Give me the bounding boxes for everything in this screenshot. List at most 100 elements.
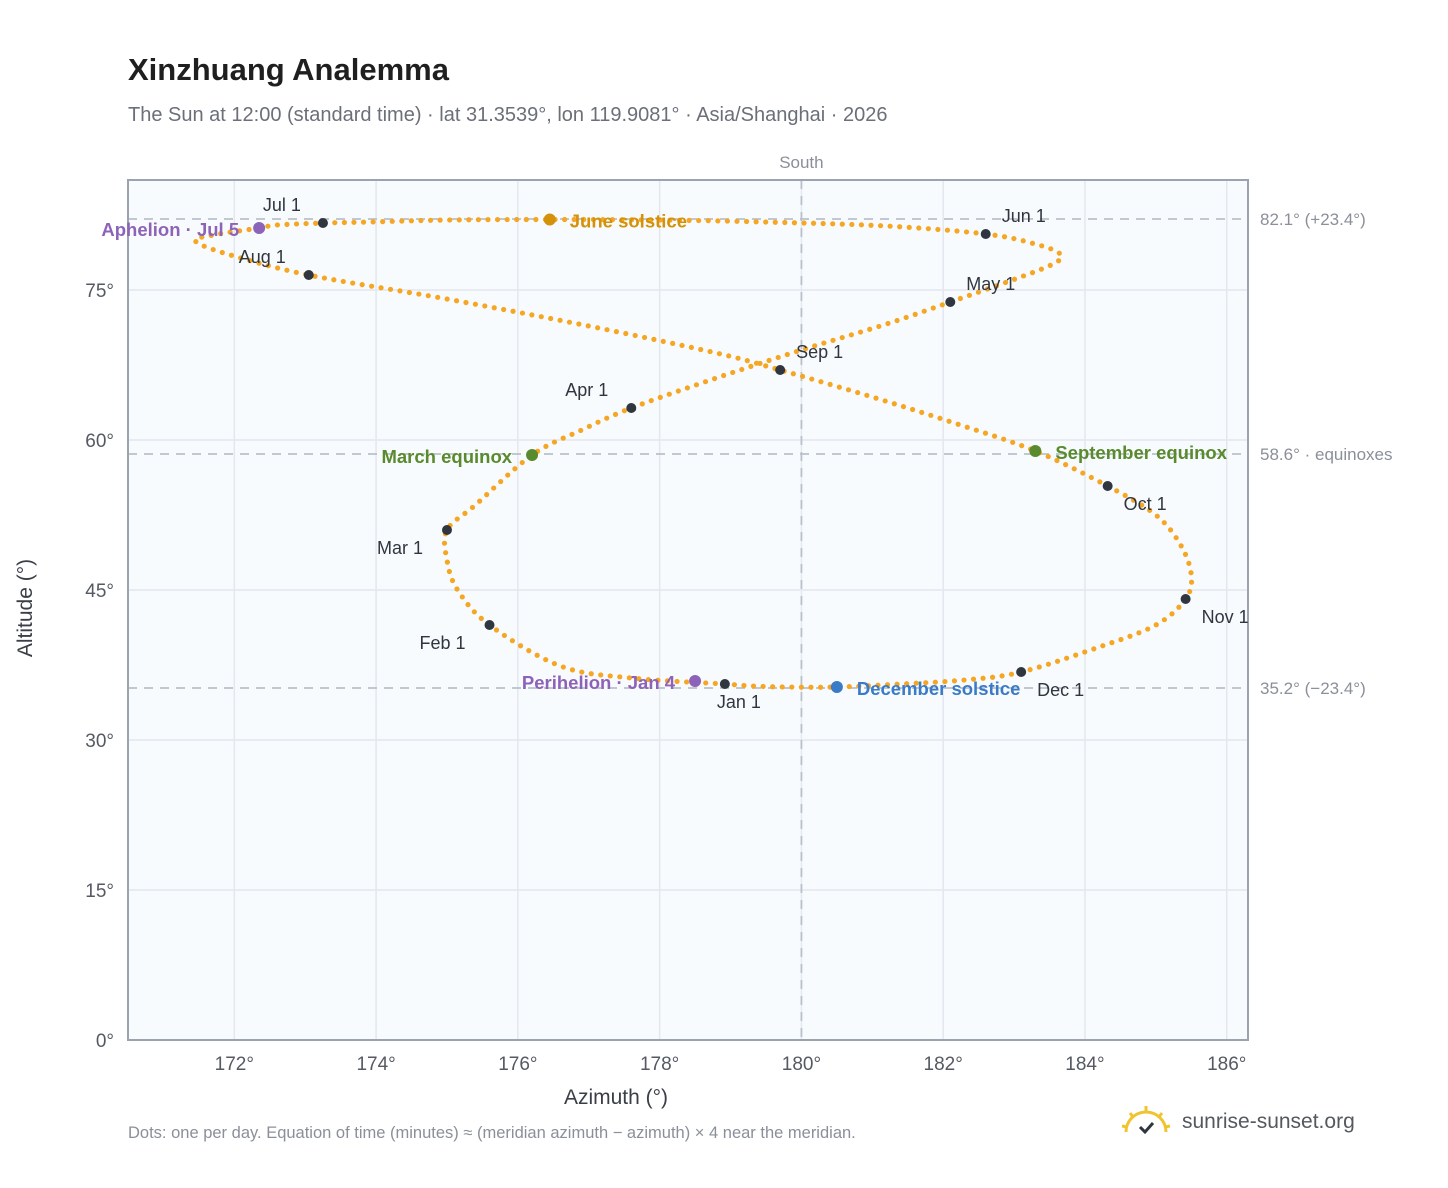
event-label: Perihelion · Jan 4 <box>522 672 676 693</box>
daily-dot <box>726 353 732 359</box>
daily-dot <box>961 677 967 683</box>
daily-dot <box>730 369 736 376</box>
daily-dot <box>1130 497 1137 503</box>
daily-dot <box>877 223 884 229</box>
daily-dot <box>982 430 989 436</box>
reference-line-label: 35.2° (−23.4°) <box>1260 679 1366 698</box>
daily-dot <box>533 216 539 223</box>
daily-dot <box>839 334 845 341</box>
daily-dot <box>341 219 347 226</box>
daily-dot <box>485 217 491 223</box>
daily-dot <box>246 226 252 233</box>
daily-dot <box>406 289 412 296</box>
daily-dot <box>686 217 692 223</box>
daily-dot <box>980 675 986 681</box>
daily-dot <box>821 340 827 346</box>
x-tick-label: 182° <box>924 1054 963 1075</box>
month-marker <box>775 365 786 375</box>
daily-dot <box>1080 470 1086 476</box>
daily-dot <box>667 217 673 223</box>
daily-dot <box>993 283 1000 289</box>
daily-dot <box>790 371 796 377</box>
daily-dot <box>882 398 888 404</box>
month-marker <box>484 620 495 630</box>
daily-dot <box>227 229 233 235</box>
daily-dot <box>904 681 910 687</box>
daily-dot <box>830 221 836 227</box>
daily-dot <box>293 269 299 275</box>
daily-dot <box>472 301 478 307</box>
daily-dot <box>1011 276 1018 282</box>
daily-dot <box>782 219 788 226</box>
daily-dot <box>894 317 900 324</box>
y-tick-label: 60° <box>85 431 114 452</box>
daily-dot <box>1048 246 1054 252</box>
daily-dot <box>919 409 925 416</box>
daily-dot <box>519 459 525 466</box>
daily-dot <box>739 366 745 373</box>
event-marker <box>253 222 266 234</box>
x-tick-label: 180° <box>782 1054 821 1075</box>
daily-dot <box>1056 250 1062 256</box>
daily-dot <box>578 427 584 434</box>
daily-dot <box>303 220 309 227</box>
daily-dot <box>548 315 554 322</box>
daily-dot <box>1136 630 1142 636</box>
daily-dot <box>1010 439 1016 445</box>
daily-dot <box>639 401 645 407</box>
daily-dot <box>498 478 504 485</box>
daily-dot <box>973 427 979 433</box>
daily-dot <box>238 255 244 261</box>
x-tick-label: 178° <box>640 1054 679 1075</box>
daily-dot <box>928 412 934 418</box>
month-marker <box>626 403 637 413</box>
daily-dot <box>1154 513 1160 519</box>
daily-dot <box>775 354 781 361</box>
daily-dot <box>493 627 500 633</box>
daily-dot <box>612 411 619 417</box>
daily-dot <box>707 348 713 355</box>
daily-dot <box>750 683 757 689</box>
daily-dot <box>1020 273 1027 279</box>
daily-dot <box>399 218 405 224</box>
daily-dot <box>425 293 431 299</box>
daily-dot <box>641 334 648 341</box>
daily-dot <box>992 232 998 238</box>
daily-dot <box>569 431 575 437</box>
daily-dot <box>465 602 471 608</box>
daily-dot <box>504 216 510 223</box>
daily-dot <box>416 291 422 297</box>
daily-dot <box>1186 560 1192 566</box>
daily-dot <box>676 217 683 223</box>
x-tick-label: 186° <box>1207 1054 1246 1075</box>
daily-dot <box>1039 243 1045 249</box>
event-marker <box>543 213 556 226</box>
daily-dot <box>937 415 943 421</box>
meridian-label: South <box>779 153 823 172</box>
event-label: June solstice <box>570 211 687 232</box>
daily-dot <box>703 680 709 686</box>
daily-dot <box>679 342 685 348</box>
daily-dot <box>519 310 526 316</box>
daily-dot <box>858 222 865 228</box>
daily-dot <box>437 217 443 223</box>
daily-dot <box>359 282 365 288</box>
daily-dot <box>1054 457 1060 464</box>
daily-dot <box>600 216 606 223</box>
daily-dot <box>636 676 642 682</box>
daily-dot <box>444 559 450 565</box>
daily-dot <box>876 323 882 330</box>
daily-dot <box>766 357 772 364</box>
daily-dot <box>855 389 861 396</box>
daily-dot <box>588 671 594 677</box>
brand[interactable]: sunrise-sunset.org <box>1120 1102 1355 1142</box>
daily-dot <box>609 217 616 223</box>
x-tick-label: 176° <box>498 1054 537 1075</box>
daily-dot <box>514 216 520 223</box>
x-axis-label: Azimuth (°) <box>564 1086 668 1109</box>
daily-dot <box>1161 617 1167 623</box>
daily-dot <box>543 657 549 663</box>
daily-dot <box>808 684 814 690</box>
daily-dot <box>830 337 836 343</box>
